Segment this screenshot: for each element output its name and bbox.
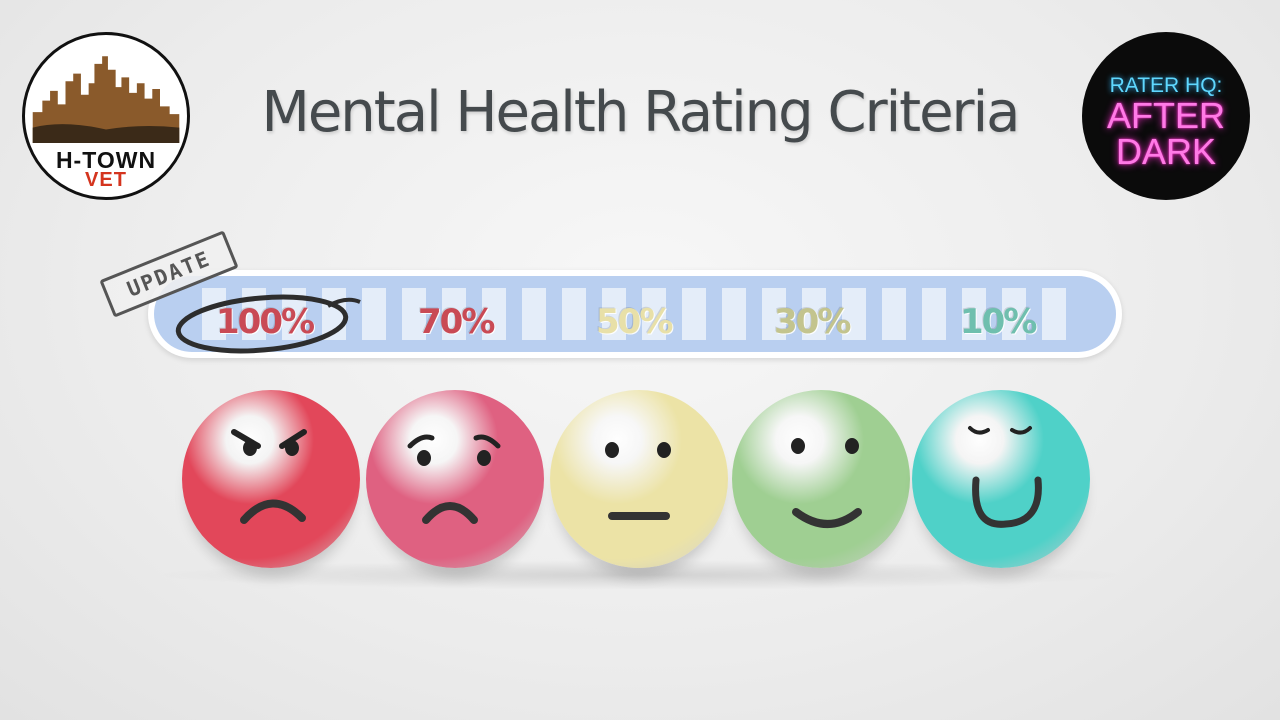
bar-segment	[642, 288, 666, 340]
rating-bar-track	[154, 276, 1116, 352]
bar-segment	[1042, 288, 1066, 340]
bar-segment	[682, 288, 706, 340]
bar-segment	[522, 288, 546, 340]
bar-segment	[922, 288, 946, 340]
highlight-circle-icon	[175, 294, 361, 354]
h-town-vet-logo: H-TOWN VET	[22, 32, 190, 200]
bar-segment	[962, 288, 986, 340]
rating-label-100: 100%	[216, 302, 315, 342]
bar-segment	[882, 288, 906, 340]
logo-left-line2: VET	[85, 169, 127, 191]
bar-segment	[802, 288, 826, 340]
rater-hq-logo: RATER HQ: AFTER DARK	[1082, 32, 1250, 200]
bar-segment	[362, 288, 386, 340]
rating-label-70: 70%	[418, 302, 495, 342]
rating-label-30: 30%	[774, 302, 851, 342]
emoji-smile-icon	[732, 390, 910, 568]
logo-left-line1: H-TOWN	[55, 147, 157, 173]
page-title: Mental Health Rating Criteria	[261, 80, 1021, 145]
bar-segment	[482, 288, 506, 340]
bar-segment	[402, 288, 426, 340]
logo-right-line1: RATER HQ:	[1109, 74, 1223, 97]
city-skyline-icon	[32, 56, 180, 143]
emoji-sad-icon	[366, 390, 544, 568]
bar-segment	[722, 288, 746, 340]
bar-segment	[562, 288, 586, 340]
rating-label-10: 10%	[960, 302, 1037, 342]
emoji-happy-icon	[912, 390, 1090, 568]
emoji-neutral-icon	[550, 390, 728, 568]
bar-segment	[442, 288, 466, 340]
bar-segment	[842, 288, 866, 340]
logo-right-line3: DARK	[1115, 131, 1217, 172]
bar-segment	[202, 288, 226, 340]
logo-right-line2: AFTER	[1106, 95, 1225, 136]
rating-label-50: 50%	[596, 302, 673, 342]
bar-segment	[602, 288, 626, 340]
bar-segment	[1002, 288, 1026, 340]
bar-segment	[762, 288, 786, 340]
emoji-angry-icon	[182, 390, 360, 568]
